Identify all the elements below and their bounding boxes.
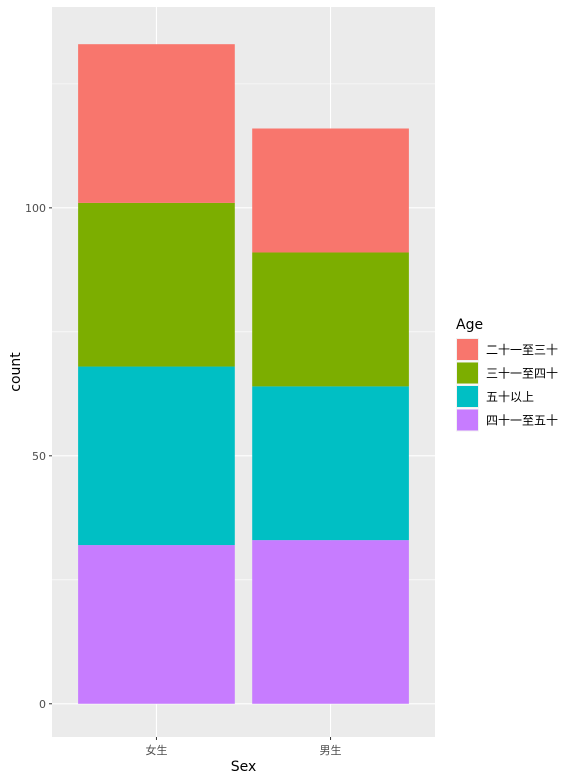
legend-swatch	[457, 339, 478, 360]
legend-label: 五十以上	[486, 390, 534, 404]
y-tick-label: 100	[25, 202, 46, 215]
x-axis-title: Sex	[231, 759, 257, 775]
bar-segment	[78, 44, 235, 203]
x-tick-label: 女生	[145, 743, 167, 757]
legend-title: Age	[456, 317, 483, 333]
y-tick-label: 50	[32, 450, 46, 463]
bar-segment	[78, 202, 235, 367]
legend-label: 三十一至四十	[486, 367, 558, 381]
legend-swatch	[457, 409, 478, 431]
x-tick-label: 男生	[320, 743, 342, 757]
bar-segment	[252, 128, 409, 253]
legend-label: 二十一至三十	[486, 343, 558, 357]
bar-segment	[252, 540, 409, 704]
y-tick-label: 0	[39, 698, 46, 711]
legend-swatch	[457, 362, 478, 384]
bar-segment	[252, 386, 409, 541]
bars	[78, 44, 409, 704]
y-axis-title: count	[8, 352, 24, 392]
legend-swatch	[457, 386, 478, 407]
x-axis: 女生 男生	[145, 737, 342, 757]
bar-segment	[78, 366, 235, 546]
legend-label: 四十一至五十	[486, 414, 558, 428]
bar-segment	[252, 252, 409, 387]
y-axis: 0 50 100	[25, 202, 52, 711]
bar-segment	[78, 545, 235, 704]
